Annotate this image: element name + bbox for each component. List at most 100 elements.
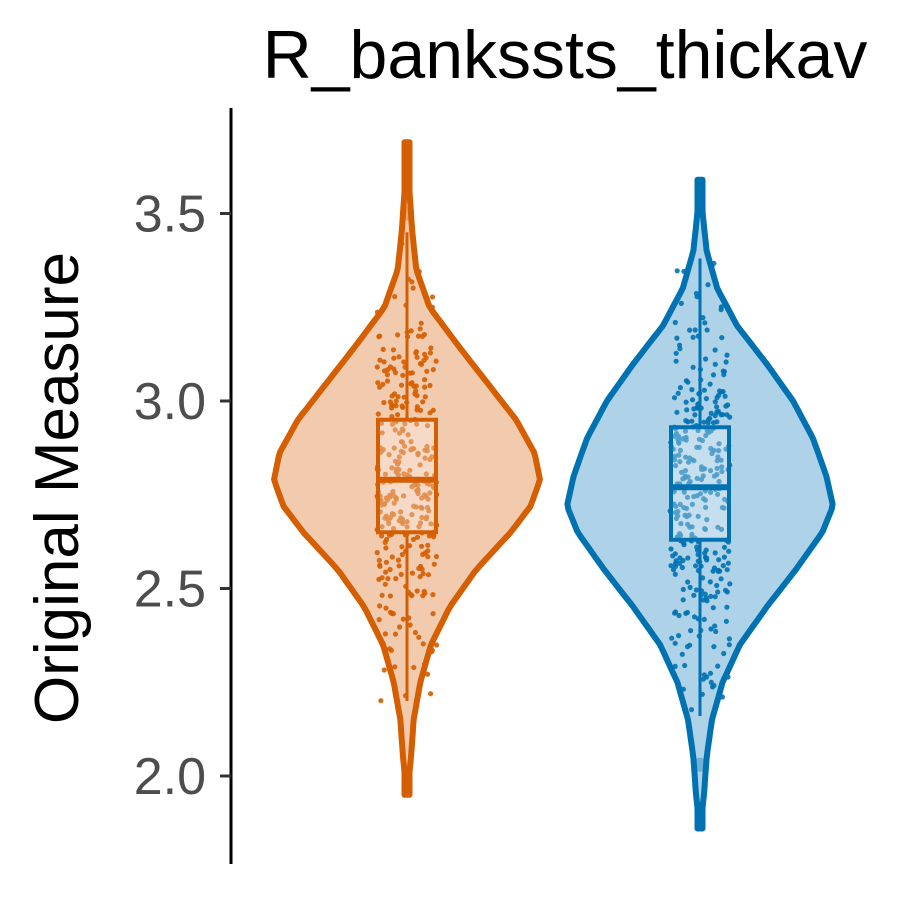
data-point: [389, 421, 396, 427]
data-point: [391, 500, 397, 506]
data-point: [429, 294, 436, 300]
data-point: [720, 678, 726, 684]
data-point: [427, 456, 433, 462]
data-point: [694, 493, 700, 499]
data-point: [430, 592, 436, 598]
data-point: [675, 433, 682, 439]
data-point: [430, 407, 436, 413]
data-point: [725, 674, 731, 680]
data-point: [704, 517, 710, 523]
data-point: [419, 514, 425, 521]
data-point: [398, 382, 405, 388]
data-point: [395, 412, 401, 418]
data-point: [685, 555, 691, 561]
data-point: [677, 385, 684, 391]
data-point: [390, 347, 396, 353]
data-point: [401, 394, 407, 400]
data-point: [682, 428, 689, 434]
data-point: [698, 476, 705, 483]
data-point: [408, 447, 414, 453]
data-point: [674, 335, 680, 341]
data-point: [398, 509, 404, 515]
data-point: [679, 469, 685, 475]
data-point: [682, 662, 688, 669]
data-point: [426, 508, 432, 514]
data-point: [683, 610, 689, 616]
data-point: [420, 593, 426, 599]
data-point: [383, 559, 389, 565]
data-point: [680, 586, 686, 593]
data-point: [431, 561, 437, 567]
data-point: [410, 536, 417, 543]
data-point: [415, 333, 422, 339]
data-point: [675, 513, 681, 519]
data-point: [721, 298, 727, 305]
data-point: [703, 356, 709, 362]
data-point: [413, 481, 419, 487]
data-point: [688, 707, 695, 713]
data-point: [721, 372, 727, 378]
data-point: [693, 290, 700, 297]
data-point: [428, 691, 434, 697]
data-point: [405, 432, 411, 438]
data-point: [696, 444, 702, 450]
data-point: [673, 358, 679, 364]
data-point: [384, 378, 391, 384]
data-point: [710, 372, 717, 378]
data-point: [390, 611, 396, 617]
data-point: [669, 635, 675, 641]
data-point: [414, 407, 420, 413]
data-point: [427, 350, 433, 356]
data-point: [393, 576, 399, 582]
data-point: [420, 641, 426, 647]
data-point: [714, 404, 720, 410]
data-point: [409, 570, 415, 576]
data-point: [400, 616, 406, 622]
data-point: [398, 571, 404, 578]
data-point: [691, 592, 697, 598]
data-point: [681, 268, 687, 274]
data-point: [387, 566, 393, 573]
data-point: [422, 447, 428, 453]
data-point: [425, 554, 431, 560]
data-point: [383, 569, 389, 575]
data-point: [672, 663, 678, 670]
data-point: [400, 372, 406, 378]
data-point: [702, 320, 708, 326]
data-point: [396, 563, 402, 569]
data-point: [402, 421, 408, 427]
data-point: [672, 563, 679, 570]
data-point: [718, 576, 724, 582]
data-point: [409, 511, 415, 518]
data-point: [382, 471, 388, 477]
data-point: [681, 542, 687, 548]
data-point: [724, 589, 730, 595]
data-point: [691, 614, 698, 620]
data-point: [700, 676, 706, 682]
data-point: [382, 646, 388, 652]
data-point: [708, 593, 714, 600]
data-point: [378, 420, 385, 426]
data-point: [392, 631, 399, 637]
data-point: [714, 394, 720, 401]
data-point: [685, 474, 691, 480]
data-point: [425, 572, 432, 578]
data-point: [402, 443, 408, 449]
data-point: [687, 455, 693, 461]
data-point: [719, 468, 725, 475]
data-point: [381, 667, 387, 673]
data-point: [708, 410, 714, 416]
data-point: [376, 557, 382, 563]
data-point: [384, 536, 390, 543]
data-point: [715, 589, 721, 595]
data-point: [677, 342, 683, 348]
data-point: [677, 447, 684, 453]
data-point: [377, 562, 383, 568]
data-point: [374, 309, 380, 315]
data-point: [417, 462, 423, 468]
data-point: [711, 644, 717, 650]
data-point: [712, 399, 718, 405]
data-point: [704, 327, 710, 333]
data-point: [708, 428, 714, 434]
data-point: [691, 406, 697, 412]
